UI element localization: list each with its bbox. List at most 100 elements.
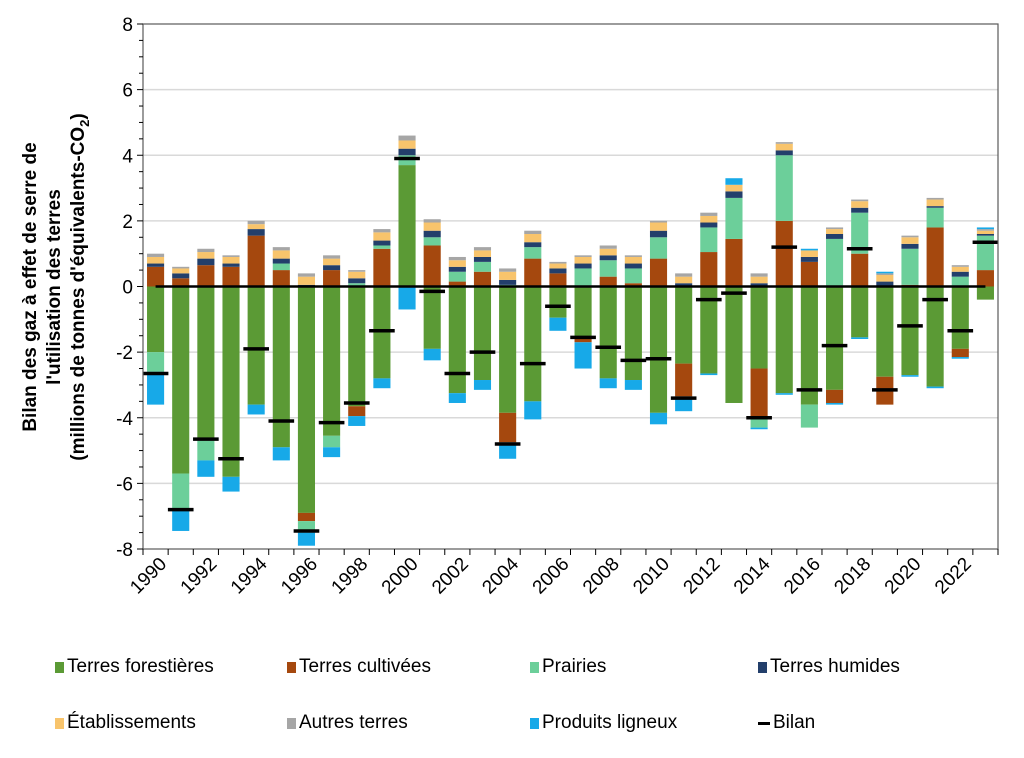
bar-segment-etablissements <box>247 224 265 230</box>
bar-stack-2009 <box>624 255 642 390</box>
bar-segment-terres-forestieres <box>222 286 240 477</box>
bar-segment-prairies <box>147 352 165 372</box>
bar-segment-autres-terres <box>926 197 944 200</box>
bar-segment-etablissements <box>825 229 844 234</box>
bar-segment-terres-cultivees <box>649 258 668 287</box>
y-axis-title: Bilan des gaz à effet de serre de l'util… <box>20 113 92 460</box>
bar-segment-produits-ligneux <box>574 342 592 369</box>
legend-swatch-terres-forestieres <box>55 661 64 673</box>
bar-segment-etablissements <box>725 184 743 192</box>
bar-segment-etablissements <box>147 256 165 264</box>
x-tick-label: 2004 <box>478 553 523 598</box>
bar-segment-etablissements <box>197 252 215 259</box>
bar-segment-etablissements <box>373 232 391 241</box>
y-tick-label: -2 <box>116 343 133 364</box>
bar-segment-autres-terres <box>649 220 668 223</box>
legend-label: Bilan <box>773 712 816 733</box>
bilan-markers <box>142 156 999 533</box>
x-tick-label: 2014 <box>730 553 775 598</box>
legend-swatch-prairies <box>530 661 539 673</box>
bar-segment-terres-cultivees <box>951 348 969 358</box>
bar-segment-prairies <box>750 417 768 428</box>
legend: Terres forestières Terres cultivées Prai… <box>55 650 1015 750</box>
x-tick-label: 1990 <box>126 554 171 599</box>
bar-segment-terres-humides <box>675 283 693 287</box>
bar-stack-1992 <box>197 248 215 477</box>
bar-stack-1997 <box>323 255 341 458</box>
bar-segment-etablissements <box>976 230 994 234</box>
legend-swatch-etablissements <box>55 717 64 729</box>
bar-segment-produits-ligneux <box>348 416 366 426</box>
bar-segment-produits-ligneux <box>599 378 617 389</box>
bar-segment-etablissements <box>750 276 768 284</box>
bar-segment-terres-forestieres <box>247 286 265 405</box>
bar-segment-terres-forestieres <box>976 286 994 300</box>
bar-segment-prairies <box>700 227 718 253</box>
bar-segment-terres-cultivees <box>775 220 793 287</box>
bar-segment-autres-terres <box>473 247 492 251</box>
bar-segment-terres-forestieres <box>825 286 844 390</box>
bar-segment-prairies <box>574 268 592 287</box>
bar-segment-autres-terres <box>574 255 592 257</box>
legend-label: Terres humides <box>770 656 900 677</box>
bar-segment-terres-cultivees <box>499 412 517 443</box>
bar-segment-terres-cultivees <box>851 253 869 287</box>
bar-segment-prairies <box>348 283 366 287</box>
bar-segment-autres-terres <box>348 270 366 272</box>
bar-segment-terres-forestieres <box>172 286 190 474</box>
legend-label: Terres cultivées <box>299 656 431 677</box>
bar-segment-terres-humides <box>624 263 642 269</box>
bar-segment-prairies <box>976 235 994 271</box>
bar-stack-2019 <box>876 271 894 405</box>
y-tick-label: 8 <box>122 15 133 36</box>
y-axis-title-suffix: ) <box>68 113 89 119</box>
bar-segment-terres-humides <box>825 234 844 239</box>
bar-stack-2017 <box>825 227 844 405</box>
bar-segment-terres-forestieres <box>147 286 165 353</box>
bar-stack-1995 <box>272 247 290 461</box>
legend-item-terres-cultivees: Terres cultivées <box>287 656 431 678</box>
bar-segment-produits-ligneux <box>147 371 165 405</box>
bar-segment-autres-terres <box>624 255 642 257</box>
bar-stack-2020 <box>901 235 919 377</box>
bar-stack-2015 <box>775 142 793 395</box>
bar-stack-2001 <box>423 219 441 361</box>
bar-segment-prairies <box>272 263 290 271</box>
bar-segment-autres-terres <box>222 255 240 257</box>
bar-segment-produits-ligneux <box>247 404 265 415</box>
bar-segment-prairies <box>926 207 944 228</box>
bar-segment-prairies <box>599 260 617 277</box>
bar-segment-produits-ligneux <box>423 348 441 361</box>
bar-stack-2007 <box>574 255 592 369</box>
bar-segment-terres-forestieres <box>524 286 542 402</box>
bar-segment-terres-humides <box>800 256 818 262</box>
bar-segment-terres-humides <box>976 234 994 236</box>
bar-segment-terres-humides <box>951 271 969 277</box>
bar-segment-terres-humides <box>272 258 290 264</box>
bar-segment-produits-ligneux <box>675 396 693 412</box>
bar-segment-autres-terres <box>675 273 693 277</box>
bar-segment-terres-forestieres <box>473 286 492 381</box>
bar-segment-etablissements <box>800 250 818 257</box>
bar-segment-terres-forestieres <box>675 286 693 364</box>
bar-segment-terres-cultivees <box>624 283 642 287</box>
bar-segment-terres-cultivees <box>297 512 316 522</box>
y-axis-title-line-3: (millions de tonnes d'équivalents-CO2) <box>68 113 92 460</box>
bar-segment-produits-ligneux <box>499 442 517 459</box>
bar-segment-terres-forestieres <box>398 165 416 287</box>
bar-segment-terres-cultivees <box>272 270 290 287</box>
bar-segment-autres-terres <box>272 247 290 251</box>
x-tick-label: 2002 <box>428 554 473 599</box>
bar-segment-prairies <box>649 237 668 259</box>
bar-segment-terres-forestieres <box>951 286 969 349</box>
bar-segment-terres-cultivees <box>373 248 391 287</box>
bar-segment-terres-forestieres <box>423 286 441 349</box>
bar-segment-produits-ligneux <box>951 357 969 359</box>
bar-segment-terres-humides <box>851 207 869 213</box>
bar-segment-terres-humides <box>348 278 366 284</box>
x-tick-label: 2018 <box>830 554 875 599</box>
bar-segment-produits-ligneux <box>700 373 718 376</box>
bar-stack-2002 <box>448 256 466 403</box>
legend-item-terres-forestieres: Terres forestières <box>55 656 214 678</box>
bar-segment-produits-ligneux <box>976 227 994 230</box>
